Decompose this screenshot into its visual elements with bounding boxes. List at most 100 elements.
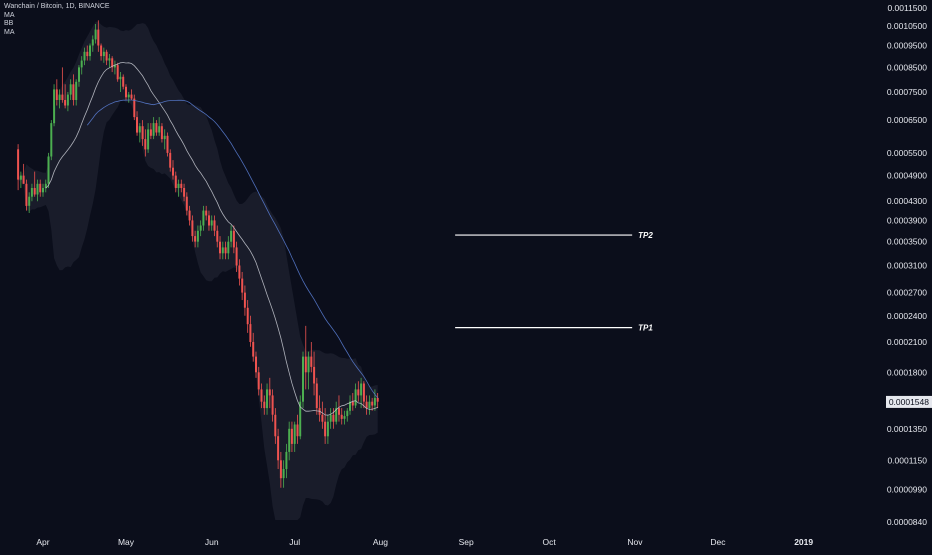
candle [149,123,152,140]
candle-body [324,421,327,437]
candle-body [83,51,86,61]
candle-body [321,414,324,422]
candle [224,241,227,260]
candle [332,408,335,429]
x-tick-label: Nov [627,537,643,547]
candle [329,408,332,429]
legend-indicator-ma-1[interactable]: MA [4,11,15,19]
candle-body [75,81,78,100]
candle-body [72,84,75,100]
candle [130,89,133,100]
ma-fast-line [45,62,378,416]
candle [89,43,91,61]
candle [47,152,50,188]
candle-body [310,356,313,367]
candle-body [360,383,363,396]
candle-body [285,451,288,469]
candle [288,421,291,461]
candle-body [66,94,69,106]
candle [30,183,33,202]
candle-body [241,278,244,293]
candle [296,414,299,444]
candle-body [163,135,166,140]
candle [243,285,246,316]
candle-body [183,188,186,197]
y-tick-label: 0.0004900 [887,171,927,181]
candle [72,74,75,106]
candle [227,236,230,260]
chart-legend: Wanchain / Bitcoin, 1D, BINANCE MA BB MA [4,3,110,37]
candle [64,84,67,109]
candle [78,65,80,87]
candle [108,53,111,68]
candle [360,377,363,409]
candle-body [293,424,296,444]
candle-body [346,410,349,417]
candle [208,210,210,231]
candle [44,179,47,193]
last-price-tag: 0.0001548 [886,395,932,408]
y-tick-label: 0.0009500 [887,41,927,51]
candle-body [100,45,103,57]
candle-body [133,98,136,118]
x-tick-label: Sep [459,537,474,547]
candle-body [97,29,100,46]
candle-body [19,175,22,180]
legend-indicator-ma-2[interactable]: MA [4,28,15,36]
candle [346,408,349,422]
candle [113,60,116,75]
candle [183,183,186,202]
time-axis[interactable]: Apr May Jun Jul Aug Sep Oct Nov Dec 2019 [36,537,813,547]
candle [28,192,31,214]
candle [362,381,365,409]
legend-indicator-bb[interactable]: BB [4,20,14,27]
candle-body [78,67,80,82]
candle [321,401,324,429]
candle [55,79,58,106]
candle [36,179,39,202]
candle-body [188,210,191,221]
bollinger-band-layer [18,21,378,520]
candle-body [91,39,94,46]
candle [263,395,266,415]
candle [241,271,244,301]
candle [274,408,277,444]
ma-slow-line [86,99,379,398]
candle [313,351,316,396]
candle [53,84,56,127]
bollinger-band [18,21,378,520]
candle-body [216,230,219,242]
candle [310,342,313,373]
y-tick-label: 0.0003900 [887,215,927,225]
candle-body [25,183,28,206]
candle-body [149,129,152,136]
candle [268,377,271,409]
candle [19,171,22,188]
price-axis[interactable]: 0.0011500 0.0010500 0.0009500 0.0008500 0.00… [887,3,927,527]
candle [185,192,188,216]
candle [357,381,360,402]
candle-body [329,414,332,422]
candle-body [199,225,202,231]
candle-body [290,428,293,444]
candle [279,451,282,488]
legend-symbol[interactable]: Wanchain / Bitcoin, 1D, BINANCE [4,3,110,10]
candle-body [166,135,169,153]
candle [255,351,257,378]
last-price-value: 0.0001548 [889,397,929,407]
candle-body [158,126,161,133]
y-tick-label: 0.0007500 [887,87,927,97]
candle [58,89,61,109]
candle [260,383,263,409]
candle [216,225,219,248]
candle [125,84,127,100]
candle-body [17,149,20,180]
candle-body [116,65,119,80]
candle-body [343,416,346,419]
moving-average-layer [45,62,379,416]
y-tick-label: 0.0006500 [887,115,927,125]
candle-body [102,51,105,57]
candle-body [122,76,125,87]
